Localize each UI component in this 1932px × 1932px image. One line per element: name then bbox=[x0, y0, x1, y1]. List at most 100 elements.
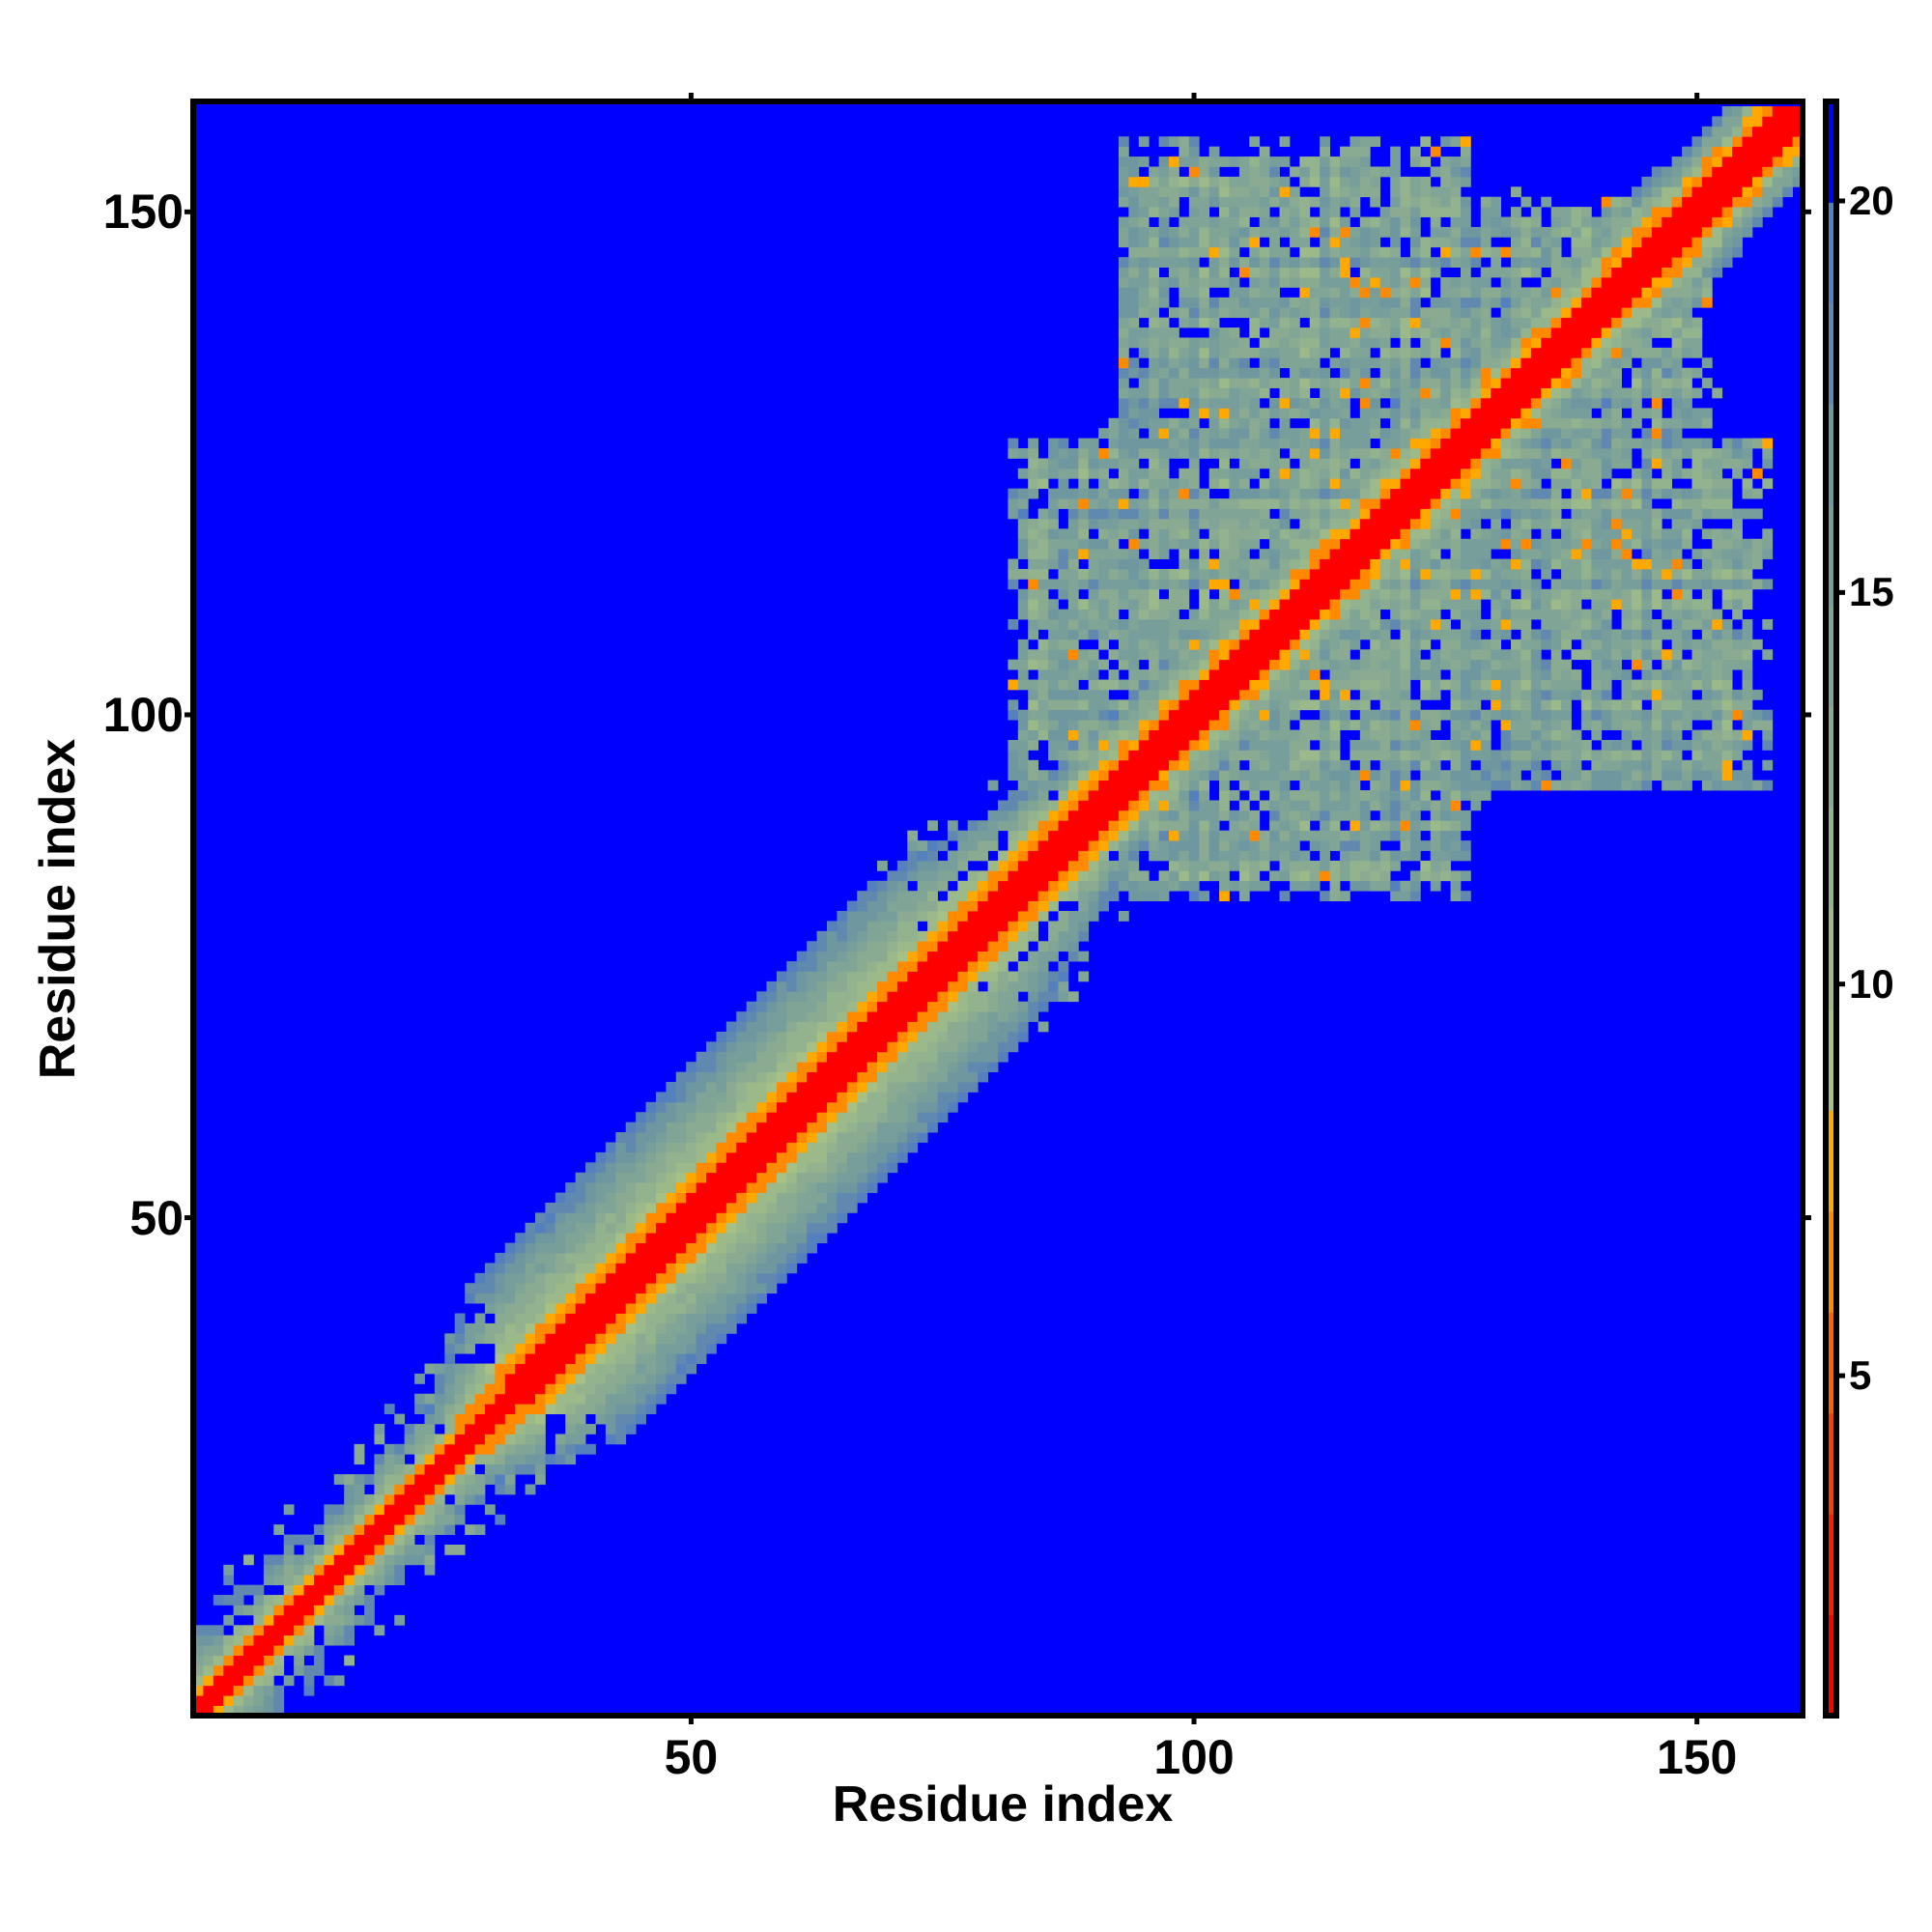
heatmap-cell bbox=[625, 1132, 637, 1143]
heatmap-cell bbox=[1379, 669, 1391, 680]
heatmap-cell bbox=[837, 1082, 848, 1093]
heatmap-cell bbox=[615, 1413, 627, 1425]
heatmap-cell bbox=[1491, 780, 1502, 791]
heatmap-cell bbox=[1179, 317, 1190, 328]
heatmap-cell bbox=[294, 1655, 304, 1666]
heatmap-cell bbox=[1118, 549, 1129, 559]
heatmap-cell bbox=[495, 1393, 506, 1405]
heatmap-cell bbox=[1390, 408, 1401, 419]
heatmap-cell bbox=[1028, 478, 1039, 490]
heatmap-cell bbox=[1309, 257, 1321, 268]
heatmap-cell bbox=[1169, 790, 1179, 801]
heatmap-cell bbox=[1169, 417, 1179, 429]
heatmap-cell bbox=[1199, 750, 1210, 761]
heatmap-cell bbox=[1088, 850, 1099, 862]
heatmap-cell bbox=[716, 1092, 727, 1103]
heatmap-cell bbox=[957, 860, 969, 871]
heatmap-cell bbox=[1409, 870, 1421, 882]
heatmap-cell bbox=[1430, 498, 1441, 509]
heatmap-cell bbox=[1249, 880, 1261, 892]
heatmap-cell bbox=[384, 1463, 395, 1475]
heatmap-cell bbox=[998, 820, 1009, 832]
heatmap-cell bbox=[1229, 438, 1240, 449]
heatmap-cell bbox=[1440, 408, 1451, 419]
heatmap-cell bbox=[1370, 176, 1381, 187]
heatmap-cell bbox=[1480, 588, 1492, 600]
heatmap-cell bbox=[1379, 599, 1391, 611]
heatmap-cell bbox=[1460, 327, 1471, 338]
heatmap-cell bbox=[1350, 820, 1361, 832]
heatmap-cell bbox=[1460, 367, 1471, 379]
heatmap-cell bbox=[1470, 800, 1482, 811]
heatmap-cell bbox=[1400, 488, 1411, 499]
heatmap-cell bbox=[1390, 538, 1401, 550]
heatmap-cell bbox=[1299, 277, 1311, 288]
heatmap-cell bbox=[896, 1051, 908, 1063]
heatmap-cell bbox=[1249, 780, 1261, 791]
heatmap-cell bbox=[233, 1664, 244, 1676]
heatmap-cell bbox=[1158, 207, 1170, 217]
heatmap-cell bbox=[625, 1283, 637, 1294]
heatmap-cell bbox=[1340, 870, 1350, 882]
heatmap-cell bbox=[1420, 860, 1432, 871]
heatmap-cell bbox=[1149, 237, 1159, 248]
heatmap-cell bbox=[1379, 216, 1391, 228]
heatmap-cell bbox=[877, 941, 888, 952]
heatmap-cell bbox=[1269, 609, 1280, 620]
heatmap-cell bbox=[545, 1303, 556, 1314]
heatmap-cell bbox=[796, 1062, 808, 1072]
heatmap-cell bbox=[1259, 860, 1270, 871]
heatmap-cell bbox=[957, 951, 969, 962]
heatmap-cell bbox=[1379, 830, 1391, 841]
heatmap-cell bbox=[625, 1424, 637, 1435]
heatmap-cell bbox=[1098, 488, 1109, 499]
heatmap-cell bbox=[746, 1041, 757, 1053]
heatmap-cell bbox=[1430, 216, 1441, 228]
heatmap-cell bbox=[1188, 619, 1200, 630]
heatmap-cell bbox=[826, 1172, 838, 1183]
heatmap-cell bbox=[756, 1151, 767, 1163]
heatmap-cell bbox=[414, 1493, 425, 1505]
heatmap-cell bbox=[1098, 860, 1109, 871]
heatmap-cell bbox=[887, 1031, 898, 1042]
heatmap-cell bbox=[1188, 146, 1200, 157]
heatmap-cell bbox=[1149, 619, 1159, 630]
heatmap-cell bbox=[1359, 307, 1371, 319]
heatmap-cell bbox=[1350, 639, 1361, 650]
heatmap-cell bbox=[947, 850, 958, 862]
heatmap-cell bbox=[1480, 207, 1492, 217]
heatmap-cell bbox=[1128, 790, 1140, 801]
heatmap-cell bbox=[1470, 428, 1482, 440]
heatmap-cell bbox=[1309, 790, 1321, 801]
heatmap-cell bbox=[625, 1242, 637, 1254]
heatmap-cell bbox=[1067, 488, 1079, 499]
heatmap-cell bbox=[636, 1363, 646, 1375]
heatmap-cell bbox=[1359, 679, 1371, 691]
heatmap-cell bbox=[666, 1182, 677, 1193]
heatmap-cell bbox=[867, 911, 878, 922]
heatmap-cell bbox=[1028, 930, 1039, 942]
heatmap-cell bbox=[615, 1303, 627, 1314]
heatmap-cell bbox=[877, 1112, 888, 1123]
heatmap-cell bbox=[1430, 166, 1441, 178]
heatmap-cell bbox=[1138, 679, 1150, 691]
heatmap-cell bbox=[465, 1404, 475, 1415]
heatmap-cell bbox=[1158, 739, 1170, 751]
heatmap-cell bbox=[1008, 1011, 1019, 1022]
heatmap-cell bbox=[1149, 669, 1159, 680]
heatmap-cell bbox=[1108, 599, 1120, 611]
heatmap-cell bbox=[1138, 538, 1150, 550]
heatmap-cell bbox=[1108, 790, 1120, 801]
heatmap-cell bbox=[484, 1363, 496, 1375]
heatmap-cell bbox=[1299, 659, 1311, 670]
heatmap-cell bbox=[1128, 156, 1140, 167]
heatmap-cell bbox=[846, 1112, 858, 1123]
heatmap-cell bbox=[1340, 458, 1350, 469]
heatmap-cell bbox=[1350, 880, 1361, 892]
heatmap-cell bbox=[1309, 579, 1321, 590]
heatmap-cell bbox=[1320, 317, 1331, 328]
heatmap-cell bbox=[575, 1424, 586, 1435]
heatmap-cell bbox=[796, 1112, 808, 1123]
heatmap-cell bbox=[1138, 287, 1150, 298]
heatmap-cell bbox=[1430, 508, 1441, 520]
